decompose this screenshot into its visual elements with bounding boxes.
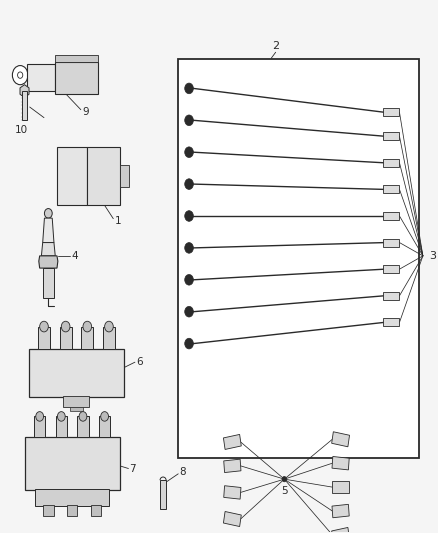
Text: 1: 1 xyxy=(115,216,121,227)
Bar xyxy=(38,327,50,349)
Text: 5: 5 xyxy=(281,486,288,496)
Bar xyxy=(383,159,399,167)
Bar xyxy=(383,318,399,326)
Polygon shape xyxy=(42,243,55,256)
Bar xyxy=(120,165,129,187)
Circle shape xyxy=(83,321,92,332)
Polygon shape xyxy=(42,218,54,243)
Bar xyxy=(57,147,87,205)
Bar xyxy=(383,132,399,140)
Polygon shape xyxy=(332,528,350,533)
Circle shape xyxy=(36,411,43,421)
Bar xyxy=(178,59,419,458)
Circle shape xyxy=(185,211,194,221)
Circle shape xyxy=(185,179,194,189)
Circle shape xyxy=(185,274,194,285)
Bar xyxy=(43,268,53,298)
Bar xyxy=(383,265,399,273)
Bar xyxy=(29,349,124,397)
Circle shape xyxy=(18,72,23,78)
Circle shape xyxy=(185,338,194,349)
Circle shape xyxy=(105,321,113,332)
Bar xyxy=(55,62,98,94)
Text: 6: 6 xyxy=(136,357,142,367)
Bar xyxy=(383,239,399,247)
Circle shape xyxy=(282,477,286,482)
Polygon shape xyxy=(332,504,349,518)
Text: 3: 3 xyxy=(429,251,436,261)
Bar xyxy=(91,505,101,516)
Polygon shape xyxy=(224,459,241,473)
Bar xyxy=(78,416,88,437)
Polygon shape xyxy=(332,432,350,447)
Bar xyxy=(383,292,399,300)
Circle shape xyxy=(101,411,109,421)
Circle shape xyxy=(79,411,87,421)
Bar xyxy=(27,64,55,91)
Circle shape xyxy=(185,147,194,158)
Circle shape xyxy=(185,243,194,253)
Text: 4: 4 xyxy=(71,251,78,261)
Bar xyxy=(43,505,53,516)
Bar xyxy=(383,108,399,116)
Bar xyxy=(103,327,115,349)
Polygon shape xyxy=(332,481,349,493)
Bar xyxy=(81,327,93,349)
Circle shape xyxy=(12,66,28,85)
Bar xyxy=(25,437,120,490)
Polygon shape xyxy=(223,512,241,527)
Bar xyxy=(64,395,89,407)
Polygon shape xyxy=(39,256,58,268)
Polygon shape xyxy=(223,434,241,449)
Polygon shape xyxy=(332,456,349,470)
Bar xyxy=(99,416,110,437)
Circle shape xyxy=(40,321,48,332)
Text: 9: 9 xyxy=(82,107,89,117)
Circle shape xyxy=(61,321,70,332)
Text: 2: 2 xyxy=(272,41,279,51)
Circle shape xyxy=(185,83,194,94)
Bar xyxy=(34,416,45,437)
Text: 10: 10 xyxy=(14,125,28,135)
Circle shape xyxy=(185,115,194,126)
Circle shape xyxy=(57,411,65,421)
Text: 8: 8 xyxy=(179,467,186,477)
Bar xyxy=(67,505,78,516)
Bar xyxy=(383,212,399,220)
Polygon shape xyxy=(20,85,29,98)
Bar xyxy=(160,480,166,510)
Text: 7: 7 xyxy=(129,464,136,473)
Bar xyxy=(87,147,120,205)
Circle shape xyxy=(185,306,194,317)
Polygon shape xyxy=(224,486,241,499)
Circle shape xyxy=(44,208,52,218)
Bar xyxy=(56,416,67,437)
Bar xyxy=(22,91,27,120)
Bar xyxy=(55,55,98,62)
Bar xyxy=(35,489,109,506)
Bar xyxy=(60,327,72,349)
Bar xyxy=(383,185,399,193)
Bar xyxy=(70,407,83,411)
